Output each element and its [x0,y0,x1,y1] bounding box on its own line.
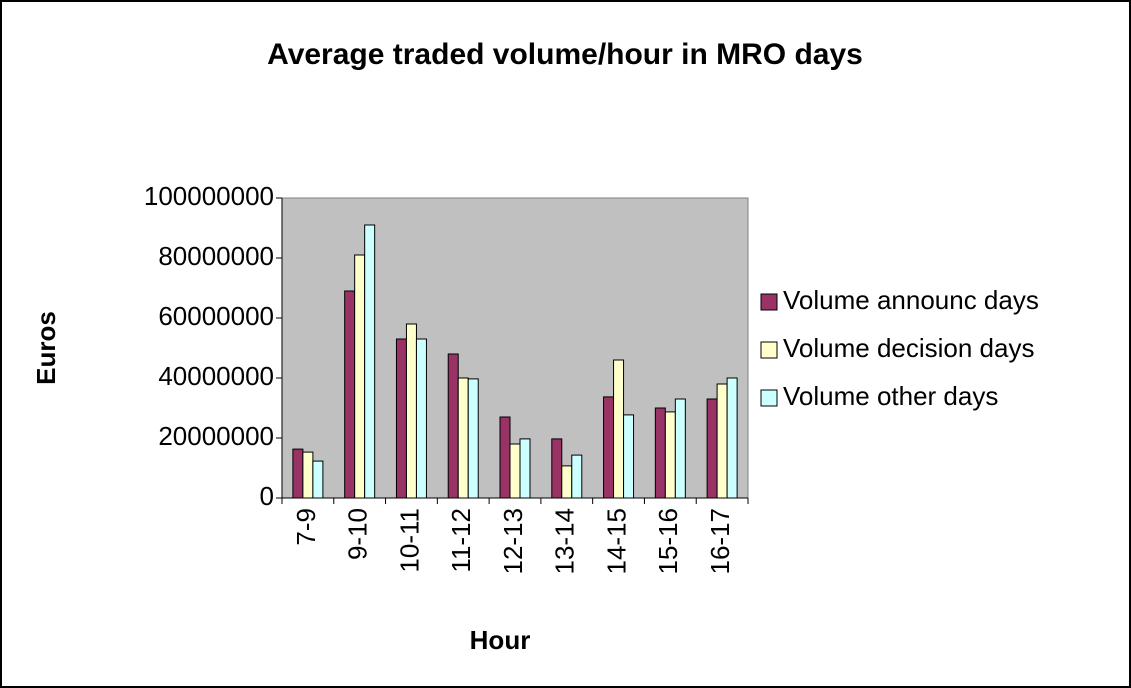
bar [551,438,563,499]
x-tick-label: 10-11 [394,508,424,573]
bar [716,383,728,499]
x-tick-label: 16-17 [705,508,735,575]
legend-label: Volume other days [783,381,998,411]
x-tick-label: 9-10 [343,508,373,560]
bar [674,398,686,499]
bar [706,398,718,499]
x-tick-label: 7-9 [291,508,321,546]
bar [571,454,583,499]
y-tick-label: 60000000 [158,301,274,331]
y-tick-label: 40000000 [158,361,274,391]
bar [447,353,459,499]
bar [519,438,531,499]
bar [405,323,417,499]
bar [354,254,366,499]
y-tick-label: 100000000 [144,181,274,211]
bar [395,338,407,499]
x-tick-label: 14-15 [601,508,631,575]
legend-swatch [760,389,778,407]
x-tick-label: 12-13 [498,508,528,575]
y-tick-label: 20000000 [158,421,274,451]
bar [603,396,615,499]
chart-title: Average traded volume/hour in MRO days [267,38,863,71]
bar [664,411,676,499]
bar [457,377,469,499]
x-tick-label: 13-14 [550,508,580,575]
y-tick-label: 0 [260,481,274,511]
bar [364,224,376,499]
bar [613,359,625,499]
bar [344,290,356,499]
bar [654,407,666,499]
x-axis-title: Hour [470,625,531,655]
bar [467,378,479,499]
bar [415,338,427,499]
bar [302,451,314,499]
x-tick-label: 15-16 [653,508,683,575]
y-axis-title: Euros [31,311,61,385]
bar [499,416,511,499]
bar [292,448,304,499]
legend-swatch [760,293,778,311]
bar [509,443,521,499]
legend-swatch [760,341,778,359]
bar [623,414,635,499]
bar [561,465,573,499]
x-tick-label: 11-12 [446,508,476,573]
bar [312,460,324,499]
legend-label: Volume decision days [783,333,1034,363]
y-tick-label: 80000000 [158,241,274,271]
bar [726,377,738,499]
legend-label: Volume announc days [783,285,1039,315]
